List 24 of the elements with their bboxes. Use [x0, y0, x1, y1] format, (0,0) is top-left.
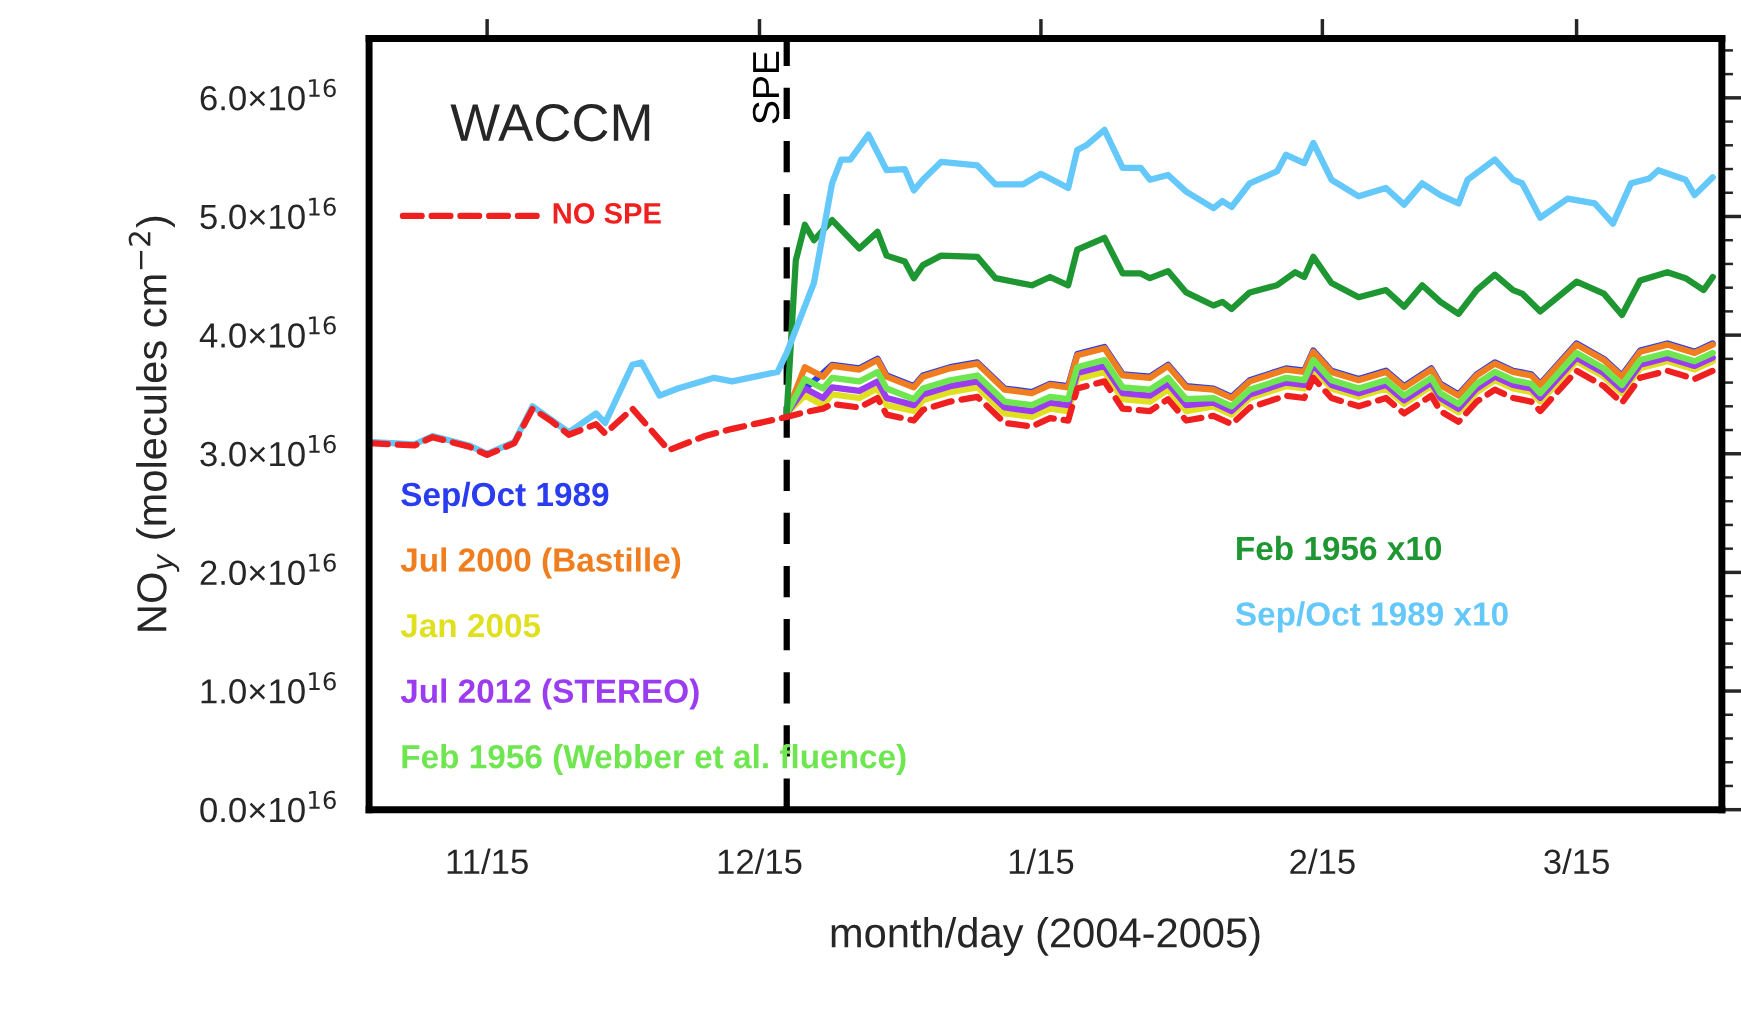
text: Sep/Oct 1989 [401, 481, 609, 513]
x-tick-label: 1/15 [1009, 848, 1074, 875]
x-axis-title: month/day (2004-2005) [831, 917, 1260, 956]
text: Jul 2012 (STEREO) [400, 678, 699, 710]
text: Jul 2000 (Bastille) [400, 547, 681, 579]
x-tick-label: 11/15 [447, 848, 528, 875]
text: Jan 2005 [400, 613, 541, 638]
annotation: WACCM [450, 104, 650, 142]
ref-line-label: SPE [752, 51, 780, 124]
y-tick-label: 3.0×10$^{16}$ [200, 434, 336, 467]
y-tick-label: 4.0×10$^{16}$ [199, 316, 336, 348]
text: Feb 1956 (Webber et al. fluence) [402, 744, 906, 776]
y-tick-label: 0.0×10$^{16}$ [200, 790, 336, 823]
y-tick-label: 2.0×10$^{16}$ [200, 553, 336, 586]
x-tick-label: 12/15 [718, 848, 802, 875]
text: Sep/Oct 1989 x10 [1235, 601, 1508, 633]
legend-label: NO SPE [553, 203, 661, 224]
y-axis-title: NO$_{y}$ (molecules cm$^{−2}$) [128, 216, 180, 631]
text: Feb 1956 x10 [1237, 535, 1442, 561]
y-tick-label: 5.0×10$^{16}$ [200, 197, 336, 230]
x-tick-label: 3/15 [1544, 848, 1609, 875]
y-tick-label: 1.0×10$^{16}$ [201, 672, 336, 704]
y-tick-label: 6.0×10$^{16}$ [200, 78, 336, 111]
x-tick-label: 2/15 [1290, 848, 1355, 875]
